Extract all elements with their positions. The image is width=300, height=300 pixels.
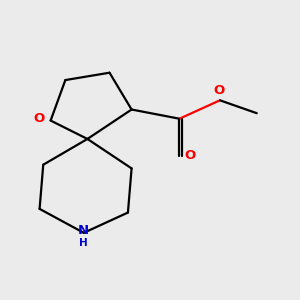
Text: O: O: [214, 83, 225, 97]
Text: H: H: [80, 238, 88, 248]
Text: O: O: [184, 149, 195, 162]
Text: N: N: [78, 224, 89, 237]
Text: O: O: [33, 112, 44, 125]
